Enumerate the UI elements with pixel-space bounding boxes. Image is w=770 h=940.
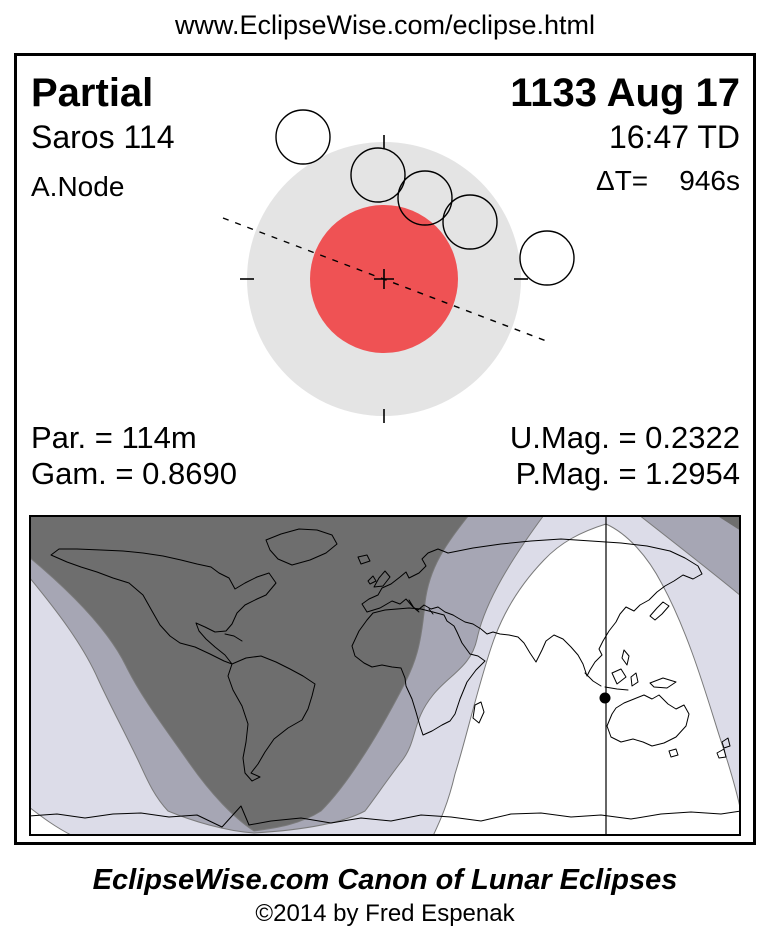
coast-south-america [227, 655, 316, 782]
map-no-eclipse-region [29, 515, 470, 832]
map-no-eclipse-wrap-corner [716, 515, 741, 531]
saros-series: Saros 114 [31, 119, 175, 155]
moon-position-circle [275, 109, 331, 165]
shadow-diagram [222, 109, 575, 423]
map-full-visibility-wrap-wedge [29, 806, 74, 836]
coast-north-america [50, 548, 277, 665]
map-full-visibility-region [432, 523, 741, 836]
map-border [29, 515, 741, 836]
coastlines [29, 528, 741, 828]
moon-position-circle [519, 230, 575, 286]
moon-position-circle [397, 170, 453, 226]
sub-lunar-point-dot [599, 692, 611, 704]
coast-asia [447, 538, 703, 677]
moon-position-circle [442, 194, 498, 250]
copyright: ©2014 by Fred Espenak [255, 900, 515, 927]
stat-umbral-magnitude: U.Mag. = 0.2322 [509, 420, 740, 455]
eclipse-time: 16:47 TD [608, 119, 740, 155]
delta-t: ΔT= 946s [596, 165, 740, 196]
coast-greenland [265, 528, 371, 566]
zenith-layer [599, 515, 611, 836]
stat-penumbral-magnitude: P.Mag. = 1.2954 [515, 456, 740, 491]
coast-antarctica [29, 805, 741, 828]
stat-gamma: Gam. = 0.8690 [31, 456, 237, 491]
stat-partial-duration: Par. = 114m [31, 420, 197, 455]
coast-east-asia-islands [584, 601, 677, 691]
eclipse-date: 1133 Aug 17 [510, 71, 740, 115]
coast-australia [606, 694, 731, 759]
ecliptic-dashed-line [222, 217, 550, 343]
page-url: www.EclipseWise.com/eclipse.html [174, 10, 596, 40]
eclipse-card: Partial Saros 114 A.Node 1133 Aug 17 16:… [14, 53, 756, 845]
coast-africa [351, 607, 486, 736]
node-type: A.Node [31, 171, 125, 202]
eclipse-type: Partial [31, 71, 154, 115]
canon-title: EclipseWise.com Canon of Lunar Eclipses [92, 864, 678, 896]
visibility-map [29, 515, 741, 836]
moon-position-circle [350, 147, 406, 203]
